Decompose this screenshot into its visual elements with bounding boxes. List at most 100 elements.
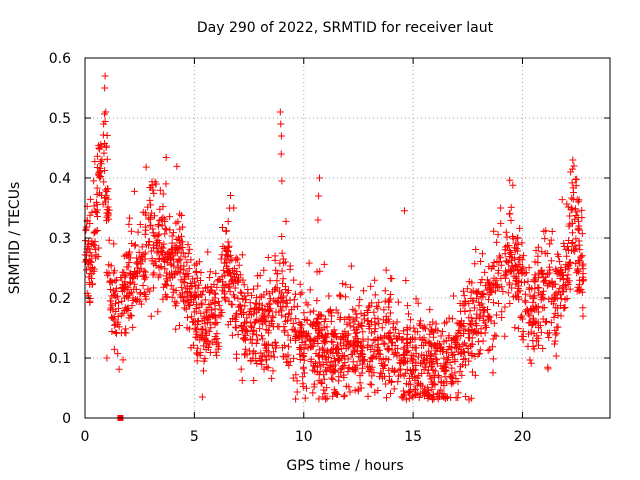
- data-point: [393, 318, 401, 326]
- data-point: [161, 265, 169, 273]
- data-point: [282, 217, 290, 225]
- data-points: [81, 72, 588, 421]
- data-point: [186, 245, 194, 253]
- data-point: [580, 276, 588, 284]
- data-point: [184, 270, 192, 278]
- data-point: [114, 350, 122, 358]
- data-point: [308, 321, 316, 329]
- data-point: [530, 295, 538, 303]
- data-point: [213, 351, 221, 359]
- data-point: [240, 322, 248, 330]
- data-point: [127, 288, 135, 296]
- data-point: [355, 302, 363, 310]
- data-point: [101, 167, 109, 175]
- data-point: [313, 268, 321, 276]
- data-point: [561, 304, 569, 312]
- data-point: [261, 317, 269, 325]
- data-point: [223, 227, 231, 235]
- data-point: [412, 362, 420, 370]
- data-point: [154, 222, 162, 230]
- data-point: [442, 393, 450, 401]
- data-point: [511, 324, 519, 332]
- data-point: [119, 268, 127, 276]
- data-point: [140, 275, 148, 283]
- data-point: [247, 311, 255, 319]
- data-point: [492, 276, 500, 284]
- data-point: [381, 361, 389, 369]
- data-point: [552, 304, 560, 312]
- data-point: [157, 262, 165, 270]
- data-point: [466, 307, 474, 315]
- data-point: [255, 304, 263, 312]
- data-point: [225, 297, 233, 305]
- data-point: [575, 241, 583, 249]
- data-point: [205, 328, 213, 336]
- data-point: [307, 358, 315, 366]
- data-point: [298, 339, 306, 347]
- data-point: [560, 287, 568, 295]
- data-point: [198, 393, 206, 401]
- data-point: [250, 285, 258, 293]
- data-point: [485, 312, 493, 320]
- data-point: [283, 289, 291, 297]
- data-point: [162, 154, 170, 162]
- data-point: [231, 323, 239, 331]
- data-point: [478, 250, 486, 258]
- data-point: [350, 346, 358, 354]
- data-point: [374, 386, 382, 394]
- data-point: [204, 248, 212, 256]
- data-point: [330, 326, 338, 334]
- data-point: [399, 359, 407, 367]
- data-point: [575, 281, 583, 289]
- data-point: [138, 243, 146, 251]
- data-point: [481, 319, 489, 327]
- data-point: [367, 354, 375, 362]
- data-point: [88, 274, 96, 282]
- data-point: [433, 360, 441, 368]
- data-point: [142, 241, 150, 249]
- data-point: [103, 206, 111, 214]
- data-point: [134, 228, 142, 236]
- data-point: [242, 345, 250, 353]
- data-point: [352, 310, 360, 318]
- data-point: [339, 352, 347, 360]
- data-point: [380, 306, 388, 314]
- data-point: [407, 351, 415, 359]
- data-point: [506, 176, 514, 184]
- data-point: [351, 333, 359, 341]
- data-point: [260, 365, 268, 373]
- data-point: [266, 307, 274, 315]
- data-point: [103, 132, 111, 140]
- data-point: [342, 281, 350, 289]
- data-point: [185, 302, 193, 310]
- data-point: [198, 317, 206, 325]
- data-point: [486, 313, 494, 321]
- data-point: [501, 332, 509, 340]
- data-point: [275, 323, 283, 331]
- data-point: [390, 385, 398, 393]
- data-point: [127, 227, 135, 235]
- data-point: [417, 380, 425, 388]
- chart-title: Day 290 of 2022, SRMTID for receiver lau…: [197, 20, 494, 36]
- data-point: [285, 309, 293, 317]
- data-point: [222, 227, 230, 235]
- data-point: [129, 323, 137, 331]
- data-point: [263, 341, 271, 349]
- data-point: [290, 303, 298, 311]
- data-point: [266, 277, 274, 285]
- data-point: [141, 230, 149, 238]
- data-point: [123, 293, 131, 301]
- data-point: [197, 309, 205, 317]
- data-point: [491, 331, 499, 339]
- data-point: [277, 120, 285, 128]
- data-point: [442, 366, 450, 374]
- data-point: [448, 315, 456, 323]
- data-point: [507, 267, 515, 275]
- data-point: [310, 307, 318, 315]
- data-point: [193, 357, 201, 365]
- data-point: [103, 155, 111, 163]
- data-point: [91, 246, 99, 254]
- data-point: [224, 321, 232, 329]
- data-point: [107, 304, 115, 312]
- data-point: [397, 371, 405, 379]
